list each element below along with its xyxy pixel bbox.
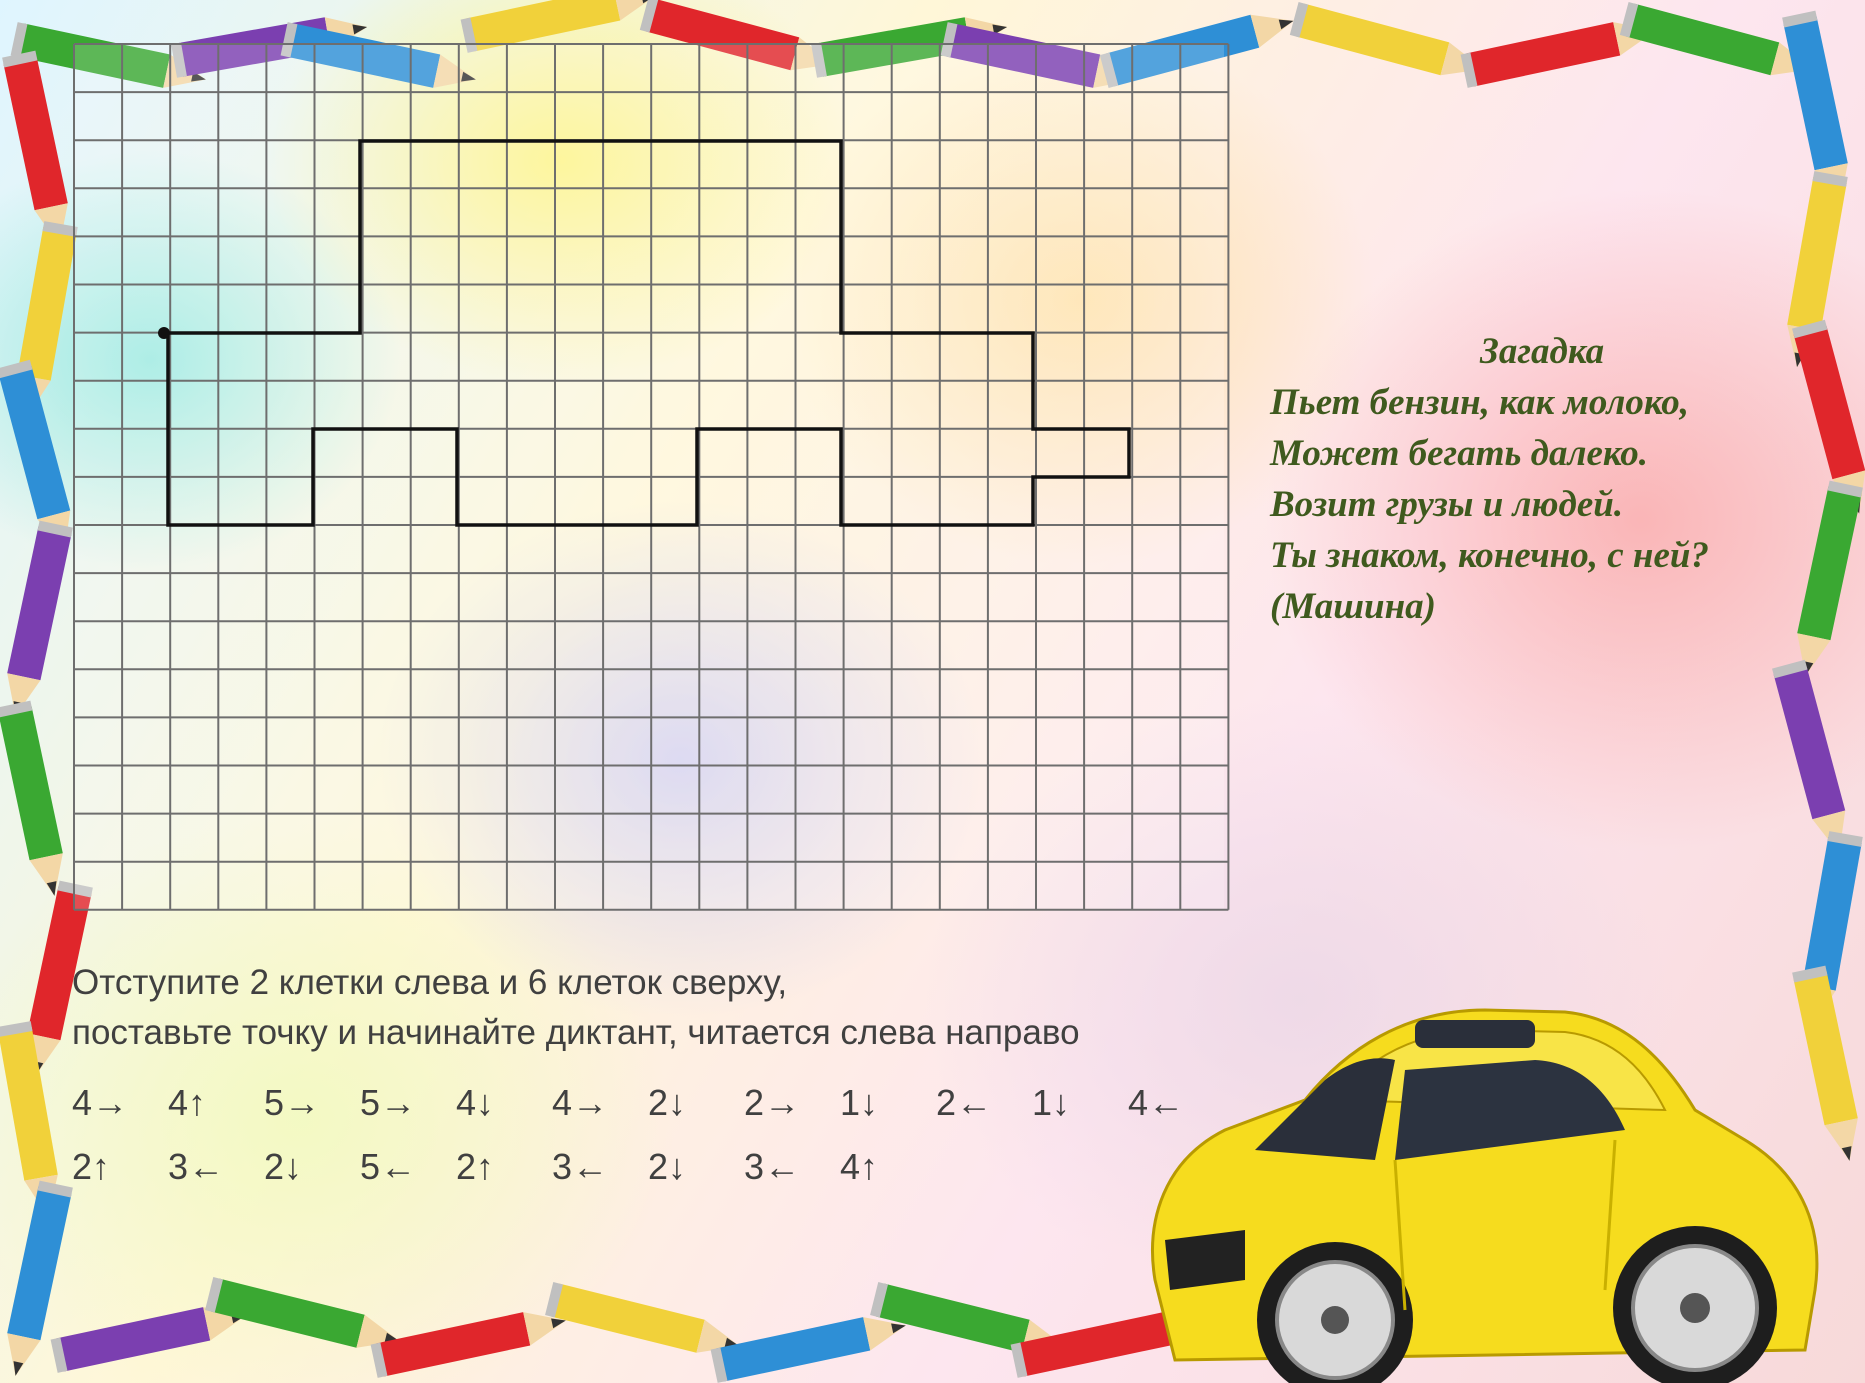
dictation-step: 3← [168, 1146, 225, 1187]
dictation-step: 1↓ [1032, 1082, 1071, 1123]
dictation-step: 1↓ [840, 1082, 879, 1123]
riddle-line: Может бегать далеко. [1270, 433, 1649, 474]
dictation-step: 2↓ [648, 1146, 687, 1187]
wheel-hub [1680, 1293, 1710, 1323]
dictation-row-1: 4→ 4↑ 5→ 5→ 4↓ 4→ 2↓ 2→ 1↓ 2← 1↓ 4← [72, 1082, 1222, 1146]
dictation-step: 4↓ [456, 1082, 495, 1123]
dictation-step: 2← [936, 1082, 993, 1123]
riddle-title: Загадка [1480, 331, 1605, 372]
start-dot [158, 327, 170, 339]
riddle-line: Ты знаком, конечно, с ней? [1270, 535, 1709, 576]
dictation-step: 4← [1128, 1082, 1185, 1123]
dictation-step: 2↓ [264, 1146, 303, 1187]
instructions: Отступите 2 клетки слева и 6 клеток свер… [72, 958, 1252, 1058]
riddle-block: Загадка Пьет бензин, как молоко, Может б… [1270, 326, 1830, 632]
figure-outline [166, 139, 1131, 527]
dictation-row-2: 2↑ 3← 2↓ 5← 2↑ 3← 2↓ 3← 4↑ [72, 1146, 1222, 1210]
dictation-step: 4→ [72, 1082, 129, 1123]
dictation-step: 2↑ [456, 1146, 495, 1187]
wheel-hub [1321, 1306, 1349, 1334]
car-sunroof [1415, 1020, 1535, 1048]
car-windshield [1255, 1058, 1395, 1160]
dictation-step: 3← [552, 1146, 609, 1187]
dictation-step: 4→ [552, 1082, 609, 1123]
dictation-step: 5← [360, 1146, 417, 1187]
car-side-window [1395, 1060, 1625, 1160]
riddle-answer: (Машина) [1270, 586, 1436, 627]
dictation-step: 4↑ [168, 1082, 207, 1123]
riddle-line: Пьет бензин, как молоко, [1270, 382, 1689, 423]
instruction-line-2: поставьте точку и начинайте диктант, чит… [72, 1013, 1080, 1052]
instruction-line-1: Отступите 2 клетки слева и 6 клеток свер… [72, 963, 788, 1002]
dictation: 4→ 4↑ 5→ 5→ 4↓ 4→ 2↓ 2→ 1↓ 2← 1↓ 4← 2↑ 3… [72, 1082, 1222, 1210]
dictation-step: 5→ [264, 1082, 321, 1123]
dictation-step: 2↑ [72, 1146, 111, 1187]
car-grille [1165, 1230, 1245, 1290]
dictation-step: 2→ [744, 1082, 801, 1123]
car-door-line [1393, 1139, 1617, 1311]
dictation-step: 5→ [360, 1082, 417, 1123]
dictation-step: 4↑ [840, 1146, 879, 1187]
riddle-line: Возит грузы и людей. [1270, 484, 1624, 525]
car-illustration [1151, 1008, 1819, 1383]
dictation-step: 2↓ [648, 1082, 687, 1123]
dictation-step: 3← [744, 1146, 801, 1187]
